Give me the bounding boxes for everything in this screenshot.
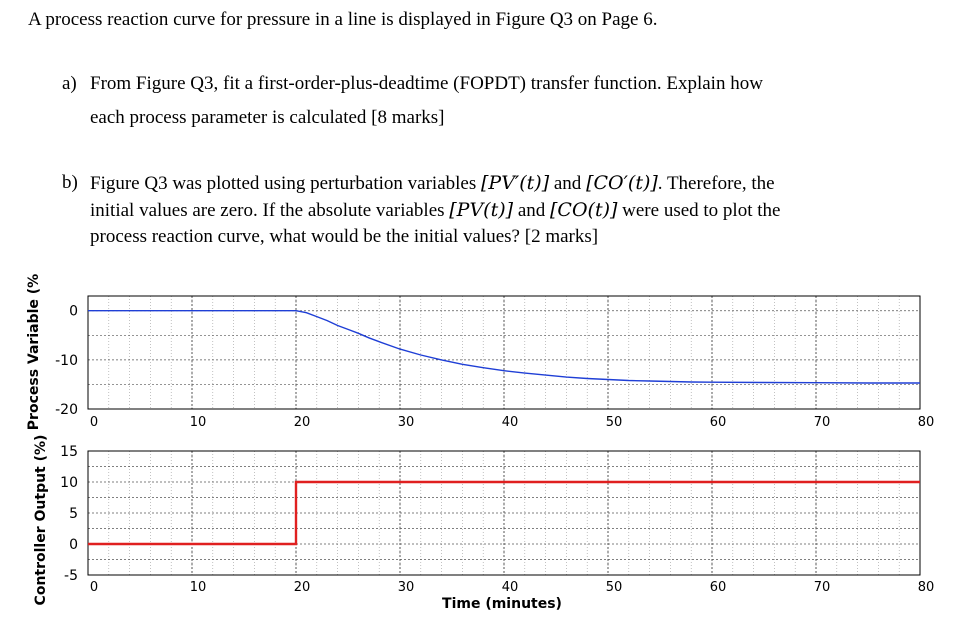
series-line-1 [88,310,920,384]
x-tick-label: 50 [606,415,623,430]
x-tick-label: 50 [606,580,623,595]
y-tick-label: 0 [69,304,78,320]
x-tick-label: 30 [398,580,415,595]
question-b-line-2: initial values are zero. If the absolute… [90,198,780,223]
x-tick-label: 80 [918,415,935,430]
x-tick-label: 0 [90,415,98,430]
pv-perturbation-variable: [PV′(t)] [481,172,550,194]
x-tick-label: 40 [502,415,519,430]
y-tick-label: -20 [55,402,78,418]
x-tick-label: 20 [294,580,311,595]
plot-frame [87,295,921,410]
y-tick-label: 5 [69,506,78,522]
plot-frame [87,450,921,576]
y-tick-label: 0 [69,537,78,553]
x-tick-label: 30 [398,415,415,430]
y-tick-label: -5 [64,568,78,584]
qb-line2-text-a: initial values are zero. If the absolute… [90,200,450,221]
x-axis-label: Time (minutes) [442,596,562,612]
qb-line1-text-b: . Therefore, the [657,173,775,194]
co-absolute-variable: [CO(t)] [550,199,618,221]
x-tick-label: 80 [918,580,935,595]
y-tick-label: 15 [60,444,78,460]
y-axis-label: Process Variable (% [26,274,42,430]
question-b-line-3: process reaction curve, what would be th… [90,226,599,247]
x-tick-label: 70 [814,415,831,430]
x-tick-label: 60 [710,415,727,430]
x-tick-label: 20 [294,415,311,430]
intro-sentence: A process reaction curve for pressure in… [28,9,658,30]
x-tick-label: 0 [90,580,98,595]
series-line-2 [88,480,920,546]
x-tick-label: 10 [190,580,207,595]
plot-panel-1: 0 10 20 30 40 50 60 70 80 0 -10 -20 Process Variable… [26,274,934,430]
y-axis-label: Controller Output (%) [33,435,49,606]
qb-line1-text-a: Figure Q3 was plotted using perturbation… [90,173,482,194]
question-b-letter: b) [62,172,78,193]
pv-absolute-variable: [PV(t)] [449,199,514,221]
y-tick-label: 10 [60,475,78,491]
x-tick-label: 10 [190,415,207,430]
y-tick-label: -10 [55,353,78,369]
question-a-letter: a) [62,73,77,94]
qb-line1-and: and [549,173,587,194]
x-tick-label: 70 [814,580,831,595]
qb-line2-and: and [513,200,550,221]
x-tick-label: 60 [710,580,727,595]
question-b-line-1: Figure Q3 was plotted using perturbation… [90,171,775,196]
qb-line2-text-b: were used to plot the [617,200,781,221]
question-a-line-1: From Figure Q3, fit a first-order-plus-d… [90,73,763,94]
x-tick-label: 40 [502,580,519,595]
question-a-line-2: each process parameter is calculated [8 … [90,107,445,128]
co-perturbation-variable: [CO′(t)] [586,172,658,194]
